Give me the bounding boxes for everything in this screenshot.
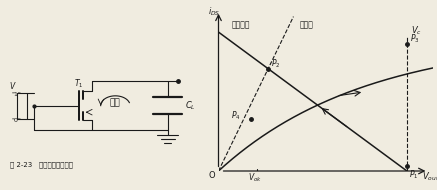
Text: "1": "1" — [11, 92, 21, 97]
Text: 饱和区: 饱和区 — [300, 20, 314, 29]
Text: $P_1$: $P_1$ — [409, 169, 419, 181]
Text: $C_L$: $C_L$ — [184, 100, 195, 112]
Text: $P_2$: $P_2$ — [271, 57, 281, 70]
Text: 非饱和区: 非饱和区 — [231, 20, 250, 29]
Text: $V_{out}$: $V_{out}$ — [422, 170, 437, 183]
Text: 图 2-23   导通瞬间等效电路: 图 2-23 导通瞬间等效电路 — [10, 161, 73, 168]
Text: $P_4$: $P_4$ — [231, 110, 241, 122]
Text: $P_3$: $P_3$ — [410, 33, 420, 45]
Text: 放电: 放电 — [110, 99, 121, 108]
Text: $T_1$: $T_1$ — [74, 77, 84, 89]
Text: "0": "0" — [11, 118, 21, 123]
Text: $V_{ok}$: $V_{ok}$ — [248, 172, 262, 184]
Text: V: V — [10, 82, 15, 91]
Text: $i_{DS}$: $i_{DS}$ — [208, 5, 220, 18]
Text: $V_c$: $V_c$ — [411, 25, 422, 37]
Text: O: O — [209, 171, 215, 180]
